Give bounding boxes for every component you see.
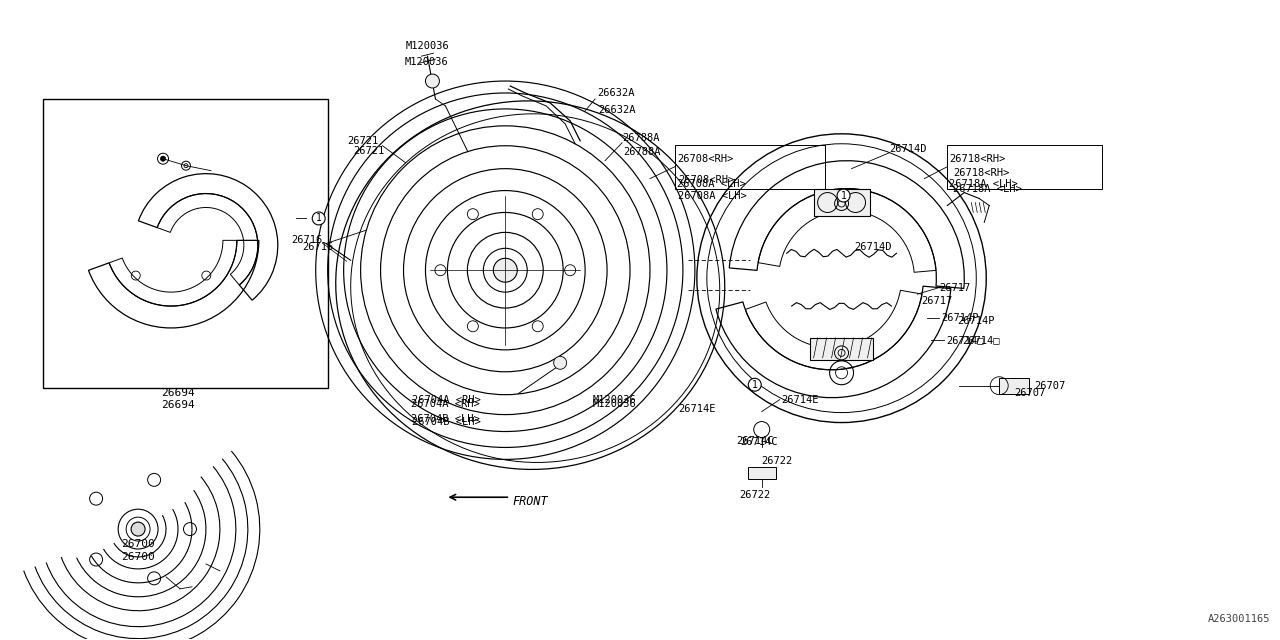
Text: 26714E: 26714E	[782, 395, 819, 404]
Text: 26700: 26700	[122, 540, 155, 549]
Text: 26708A <LH>: 26708A <LH>	[677, 179, 746, 189]
Text: 26708<RH>: 26708<RH>	[678, 175, 735, 185]
Circle shape	[131, 522, 145, 536]
Circle shape	[493, 259, 517, 282]
Text: 26704B <LH>: 26704B <LH>	[412, 417, 481, 426]
Text: 26704B <LH>: 26704B <LH>	[411, 414, 480, 424]
Text: 26716: 26716	[292, 236, 323, 245]
Text: M120036: M120036	[406, 41, 449, 51]
Text: 26708A <LH>: 26708A <LH>	[678, 191, 748, 201]
Text: 26788A: 26788A	[622, 132, 659, 143]
Text: 26714P: 26714P	[956, 316, 995, 326]
Circle shape	[425, 74, 439, 88]
Bar	[810, 338, 873, 360]
Text: 26717: 26717	[922, 296, 952, 306]
Text: 26718A <LH>: 26718A <LH>	[952, 184, 1021, 195]
Bar	[44, 99, 328, 388]
Text: 26708<RH>: 26708<RH>	[677, 154, 733, 164]
Text: 26716: 26716	[302, 242, 334, 252]
Text: 26714P: 26714P	[941, 313, 979, 323]
Bar	[675, 145, 824, 189]
Bar	[814, 189, 869, 216]
Text: 26722: 26722	[739, 490, 771, 500]
Text: M120036: M120036	[593, 395, 637, 404]
Text: 26718<RH>: 26718<RH>	[950, 154, 1006, 164]
Text: 26707: 26707	[1034, 381, 1065, 390]
Text: 26694: 26694	[161, 399, 195, 410]
Text: 1: 1	[316, 214, 321, 223]
Bar	[947, 145, 1102, 189]
Text: 26704A <RH>: 26704A <RH>	[412, 395, 481, 404]
Text: 26714D: 26714D	[890, 144, 927, 154]
Text: 26788A: 26788A	[623, 147, 660, 157]
Text: 26632A: 26632A	[596, 88, 635, 98]
Text: 26718<RH>: 26718<RH>	[952, 168, 1009, 179]
Text: 26714D: 26714D	[855, 242, 892, 252]
Text: 26714C: 26714C	[740, 437, 777, 447]
Text: FRONT: FRONT	[512, 495, 548, 508]
Text: 26714C: 26714C	[736, 436, 773, 447]
Text: 26721: 26721	[353, 146, 384, 156]
Text: 26714□: 26714□	[961, 335, 1000, 346]
Text: 26700: 26700	[122, 552, 155, 562]
Text: 26714E: 26714E	[678, 404, 716, 414]
Circle shape	[554, 356, 567, 369]
Text: 26722: 26722	[762, 456, 792, 467]
Text: M120036: M120036	[404, 57, 448, 67]
Text: 26704A <RH>: 26704A <RH>	[411, 399, 480, 409]
Text: 26707: 26707	[1014, 388, 1046, 398]
Text: 26632A: 26632A	[598, 105, 635, 115]
Text: 1: 1	[841, 191, 846, 200]
Text: 26717: 26717	[940, 283, 970, 293]
Text: 1: 1	[751, 380, 758, 390]
Text: 26714□: 26714□	[946, 335, 984, 345]
Text: 26694: 26694	[161, 388, 195, 398]
Text: M120036: M120036	[593, 399, 636, 409]
Bar	[748, 467, 776, 479]
Circle shape	[160, 156, 165, 161]
Text: A263001165: A263001165	[1208, 614, 1271, 623]
Text: 26721: 26721	[347, 136, 379, 146]
Bar	[1000, 378, 1029, 394]
Text: 26718A <LH>: 26718A <LH>	[950, 179, 1018, 189]
